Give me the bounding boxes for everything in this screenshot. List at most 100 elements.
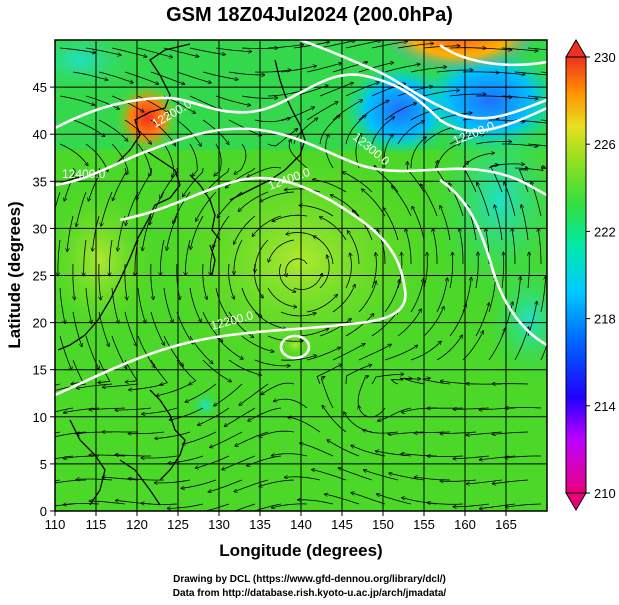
- streamline-arrow: [502, 143, 538, 146]
- streamline-arrow: [384, 345, 418, 361]
- streamline-arrow: [410, 279, 424, 313]
- streamline-arrow: [345, 40, 381, 49]
- streamline-arrow: [155, 431, 191, 439]
- y-tick-label: 45: [33, 80, 47, 95]
- streamline-arrow: [528, 252, 529, 289]
- streamline-arrow: [492, 431, 529, 434]
- streamline-arrow: [332, 284, 355, 313]
- streamline-arrow: [167, 503, 204, 508]
- x-tick-label: 125: [167, 517, 189, 532]
- streamline-arrow: [306, 347, 341, 361]
- streamline-arrow: [280, 355, 317, 361]
- streamline-arrow: [101, 191, 113, 226]
- streamline-arrow: [518, 167, 528, 193]
- streamline-arrow: [239, 383, 269, 405]
- streamline-arrow: [453, 408, 490, 409]
- colorbar-tick-label: 214: [594, 399, 616, 414]
- streamline-arrow: [141, 455, 178, 458]
- streamline-arrow: [427, 456, 464, 457]
- streamline-arrow: [215, 287, 230, 321]
- streamline-arrow: [72, 71, 108, 80]
- streamline-arrow: [198, 407, 230, 425]
- streamline-arrow: [338, 468, 373, 481]
- streamline-arrow: [168, 455, 204, 463]
- streamline-arrow: [342, 172, 373, 193]
- streamline-arrow: [490, 164, 503, 193]
- streamline-arrow: [72, 311, 82, 347]
- streamline-arrow: [347, 231, 360, 265]
- streamline-arrow: [293, 273, 322, 290]
- streamline-arrow: [228, 263, 235, 299]
- streamline-arrow: [521, 205, 529, 241]
- streamline-arrow: [479, 455, 516, 460]
- streamline-arrow: [313, 179, 347, 193]
- streamline-arrow: [449, 94, 486, 97]
- streamline-arrow: [181, 479, 217, 488]
- streamline-arrow: [150, 359, 168, 385]
- streamline-arrow: [98, 311, 109, 347]
- streamline-arrow: [376, 494, 412, 505]
- streamline-arrow: [259, 479, 295, 487]
- streamline-arrow: [115, 455, 151, 456]
- streamline-arrow: [449, 134, 484, 145]
- streamline-arrow: [142, 407, 178, 414]
- streamline-arrow: [55, 191, 61, 211]
- streamline-arrow: [322, 405, 347, 433]
- streamline-arrow: [261, 382, 295, 395]
- streamline-arrow: [137, 335, 155, 368]
- streamline-arrow: [410, 341, 441, 361]
- streamline-arrow: [345, 314, 374, 337]
- streamline-arrow: [501, 47, 538, 51]
- streamline-arrow: [210, 239, 217, 275]
- streamline-arrow: [392, 186, 412, 217]
- colorbar-tick-label: 226: [594, 137, 616, 152]
- streamline-arrow: [345, 253, 351, 289]
- streamline-arrow: [63, 504, 100, 505]
- streamline-arrow: [453, 455, 490, 459]
- streamline-arrow: [85, 287, 92, 324]
- streamline-arrow: [440, 206, 451, 241]
- streamline-arrow: [404, 379, 425, 385]
- streamline-arrow: [58, 239, 61, 276]
- streamline-arrow: [327, 440, 360, 457]
- streamline-arrow: [267, 90, 304, 97]
- streamline-arrow: [215, 47, 252, 52]
- streamline-arrow: [85, 143, 108, 172]
- streamline-arrow: [475, 303, 489, 337]
- streamline-arrow: [89, 407, 126, 410]
- streamline-arrow: [371, 374, 404, 385]
- streamline-arrow: [92, 215, 100, 251]
- streamline-arrow: [149, 191, 165, 225]
- streamline-arrow: [128, 479, 165, 481]
- streamline-arrow: [306, 102, 338, 121]
- x-tick-label: 145: [331, 517, 353, 532]
- x-axis-ticks: 110 115 120 125 130 135 140 145 150 155 160 165: [45, 511, 517, 532]
- streamline-arrow: [115, 407, 152, 410]
- streamline-arrow: [72, 119, 105, 137]
- lat-lon-grid: [55, 40, 547, 511]
- streamline-arrow: [538, 228, 542, 264]
- y-tick-label: 10: [33, 410, 47, 425]
- streamline-arrow: [540, 276, 546, 313]
- streamline-arrow: [128, 432, 165, 434]
- streamline-arrow: [371, 41, 407, 49]
- streamline-arrow: [183, 167, 204, 197]
- streamline-arrow: [423, 252, 427, 289]
- streamline-arrow: [279, 263, 296, 292]
- streamline-arrow: [505, 408, 542, 409]
- streamline-arrow: [88, 167, 102, 201]
- streamline-arrow: [84, 239, 87, 276]
- streamline-arrow: [124, 311, 137, 346]
- streamlines: [55, 40, 547, 511]
- streamline-arrow: [514, 167, 545, 171]
- streamline-arrow: [383, 208, 399, 241]
- colorbar-top-triangle: [565, 39, 587, 58]
- streamline-arrow: [319, 115, 340, 145]
- streamline-arrow: [125, 359, 138, 382]
- streamline-arrow: [371, 311, 398, 337]
- streamline-arrow: [371, 117, 395, 145]
- streamline-arrow: [222, 455, 256, 470]
- streamline-arrow: [210, 431, 243, 448]
- streamline-arrow: [85, 47, 121, 55]
- streamline-arrow: [234, 479, 269, 492]
